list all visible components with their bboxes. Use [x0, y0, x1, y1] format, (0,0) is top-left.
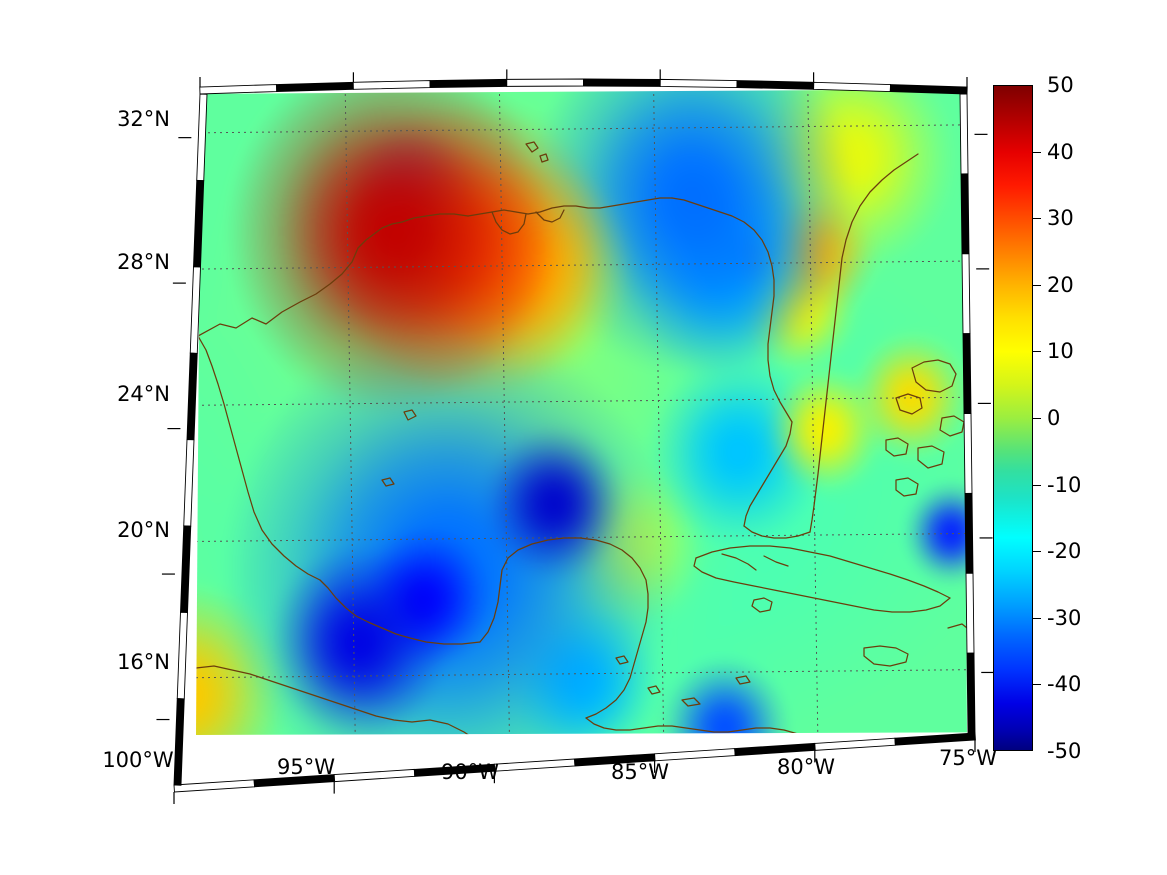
colorbar-label: 30: [1047, 206, 1074, 231]
colorbar-label: 40: [1047, 139, 1074, 164]
colorbar-tick: [1033, 218, 1041, 220]
colorbar-label: 0: [1047, 406, 1061, 430]
anomaly-field-raster: [196, 89, 967, 735]
lat-tick-28n: 28°N: [117, 250, 170, 274]
colorbar-tick: [1033, 684, 1041, 686]
colorbar-label: -20: [1047, 539, 1082, 564]
colorbar-tick: [1033, 284, 1041, 286]
lon-tick-95w: 95°W: [277, 755, 335, 779]
colorbar-tick: [1033, 351, 1041, 353]
lon-tick-100w: 100°W: [102, 748, 174, 772]
colorbar-label: -50: [1047, 739, 1082, 763]
map-plot-area[interactable]: [196, 88, 967, 735]
lon-tick-80w: 80°W: [777, 755, 835, 779]
map-raster-clip: [196, 89, 967, 735]
colorbar-label: 20: [1047, 272, 1074, 297]
colorbar-tick: [1033, 617, 1041, 619]
colorbar-tick: [1033, 151, 1041, 153]
colorbar-tick: [1033, 484, 1041, 486]
colorbar-label: 10: [1047, 339, 1074, 364]
colorbar-gradient: [993, 85, 1033, 751]
lon-tick-90w: 90°W: [441, 760, 499, 784]
colorbar[interactable]: 50 40 30 20 10 0 -10 -20 -30 -40 -50: [993, 73, 1113, 763]
lon-tick-75w: 75°W: [939, 746, 997, 770]
lat-tick-24n: 24°N: [117, 382, 170, 406]
lat-tick-32n: 32°N: [117, 107, 170, 131]
lat-tick-20n: 20°N: [117, 518, 170, 542]
colorbar-tick: [1033, 418, 1041, 419]
colorbar-label: -40: [1047, 672, 1082, 697]
colorbar-label: -30: [1047, 605, 1082, 630]
lon-tick-85w: 85°W: [611, 760, 669, 784]
lat-tick-16n: 16°N: [117, 650, 170, 674]
colorbar-tick: [1033, 551, 1041, 553]
colorbar-label: 50: [1047, 73, 1074, 97]
colorbar-label: -10: [1047, 472, 1082, 497]
